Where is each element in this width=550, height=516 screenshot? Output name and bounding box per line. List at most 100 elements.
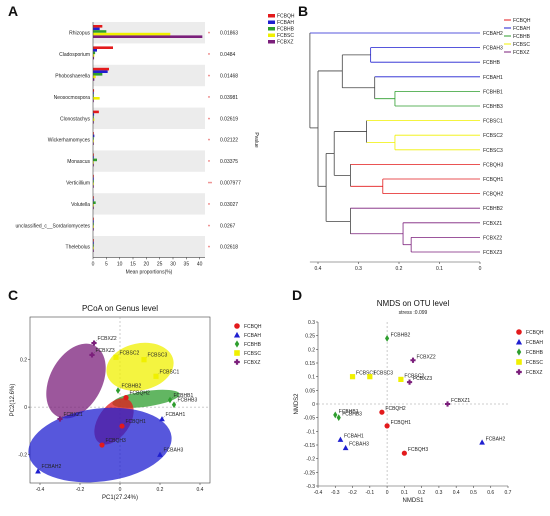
- category-label: unclassified_c__Sordariomycetes: [16, 223, 91, 229]
- panel-letter-a: A: [8, 3, 18, 19]
- x-tick-label: 0.5: [470, 490, 477, 496]
- leaf-label: FCBXZ3: [483, 250, 502, 256]
- category-label: Verticillium: [66, 181, 90, 187]
- x-tick-label: -0.1: [366, 490, 375, 496]
- data-point: [337, 436, 344, 442]
- category-label: Monascus: [67, 159, 90, 165]
- row-band: [93, 150, 205, 172]
- legend-marker: [516, 348, 522, 356]
- data-point: [336, 414, 341, 422]
- y-tick-label: 0.25: [305, 334, 315, 340]
- bar: [93, 121, 94, 124]
- row-band: [93, 193, 205, 215]
- x-axis-label: PC1(27.24%): [102, 495, 138, 501]
- legend-marker: [234, 340, 240, 348]
- point-label: FCBQH2: [130, 391, 151, 397]
- bar: [93, 91, 94, 95]
- legend-marker: [516, 369, 522, 375]
- legend-label: FCBXZ: [513, 50, 529, 56]
- chart-title: PCoA on Genus level: [82, 304, 158, 313]
- point-label: FCBSC1: [160, 369, 180, 375]
- leaf-label: FCBHB2: [483, 206, 503, 212]
- y-axis-label: NMDS2: [294, 393, 300, 415]
- data-point: [35, 468, 41, 474]
- data-point: [167, 396, 173, 404]
- legend-label: FCBAH: [513, 26, 530, 32]
- leaf-label: FCBHB1: [483, 89, 503, 95]
- point-label: FCBAH3: [349, 442, 369, 448]
- y-tick-label: -0.05: [304, 416, 316, 422]
- significance-star: *: [208, 160, 210, 166]
- x-tick-label: 0.4: [315, 266, 322, 272]
- data-point: [342, 444, 349, 451]
- point-label: FCBSC1: [356, 371, 376, 377]
- legend-label: FCBQH: [277, 14, 295, 20]
- bar: [93, 161, 94, 164]
- x-tick-label: 30: [170, 261, 176, 267]
- bar: [93, 113, 95, 116]
- legend-marker: [234, 323, 240, 329]
- point-label: FCBHB3: [342, 412, 362, 418]
- legend-marker: [516, 329, 522, 335]
- significance-star: *: [208, 203, 210, 209]
- legend-label: FCBHB: [277, 27, 295, 33]
- significance-star: *: [208, 224, 210, 230]
- chart-subtitle: stress :0.099: [399, 310, 428, 316]
- bar: [93, 225, 94, 228]
- legend-label: FCBXZ: [277, 40, 293, 46]
- leaf-label: FCBSC1: [483, 119, 503, 125]
- category-label: Wickerhamomyces: [48, 138, 91, 144]
- data-point: [119, 423, 125, 429]
- y-tick-label: -0.2: [18, 453, 27, 459]
- row-band: [93, 64, 205, 87]
- bar: [93, 25, 103, 28]
- category-label: Cladosporium: [59, 52, 90, 58]
- significance-star: *: [208, 246, 210, 252]
- p-value: 0.03375: [220, 159, 238, 165]
- bar: [93, 75, 96, 79]
- x-tick-label: 35: [184, 261, 190, 267]
- x-tick-label: 0.1: [436, 266, 443, 272]
- p-value: 0.01863: [220, 31, 238, 37]
- bar: [93, 220, 94, 223]
- x-axis-label: Mean proportions(%): [126, 269, 173, 275]
- point-label: FCBHB1: [174, 393, 194, 399]
- legend-label: FCBQH: [244, 324, 262, 330]
- leaf-label: FCBXZ2: [483, 235, 502, 241]
- bar: [93, 201, 96, 204]
- legend-label: FCBQH: [513, 18, 531, 24]
- bar: [93, 110, 99, 114]
- legend-label: FCBXZ: [244, 360, 260, 366]
- bar: [93, 78, 95, 81]
- data-point: [479, 439, 485, 445]
- bar: [93, 134, 95, 138]
- x-tick-label: 0.2: [396, 266, 403, 272]
- bar: [93, 239, 94, 242]
- leaf-label: FCBAH2: [483, 31, 503, 37]
- data-point: [57, 416, 63, 422]
- legend-label: FCBHB: [513, 34, 531, 40]
- point-label: FCBXZ2: [417, 354, 436, 360]
- bar: [93, 51, 96, 55]
- x-tick-label: 0.4: [453, 490, 460, 496]
- bar: [93, 73, 103, 76]
- data-point: [157, 451, 163, 457]
- data-point: [89, 352, 95, 358]
- data-point: [141, 357, 147, 363]
- y-tick-label: 0.1: [308, 375, 315, 381]
- data-point: [349, 374, 356, 380]
- bar: [93, 35, 203, 38]
- bar: [93, 241, 94, 245]
- significance-star: *: [208, 96, 210, 102]
- y-tick-label: 0.3: [308, 320, 315, 326]
- legend-label: FCBAH: [244, 333, 261, 339]
- bar: [93, 196, 94, 199]
- data-point: [91, 340, 97, 346]
- legend-label: FCBSC: [244, 351, 261, 357]
- significance-star: *: [208, 32, 210, 38]
- data-point: [113, 354, 119, 360]
- bar: [93, 32, 171, 36]
- y-tick-label: -0.25: [304, 470, 316, 476]
- bar: [93, 198, 94, 202]
